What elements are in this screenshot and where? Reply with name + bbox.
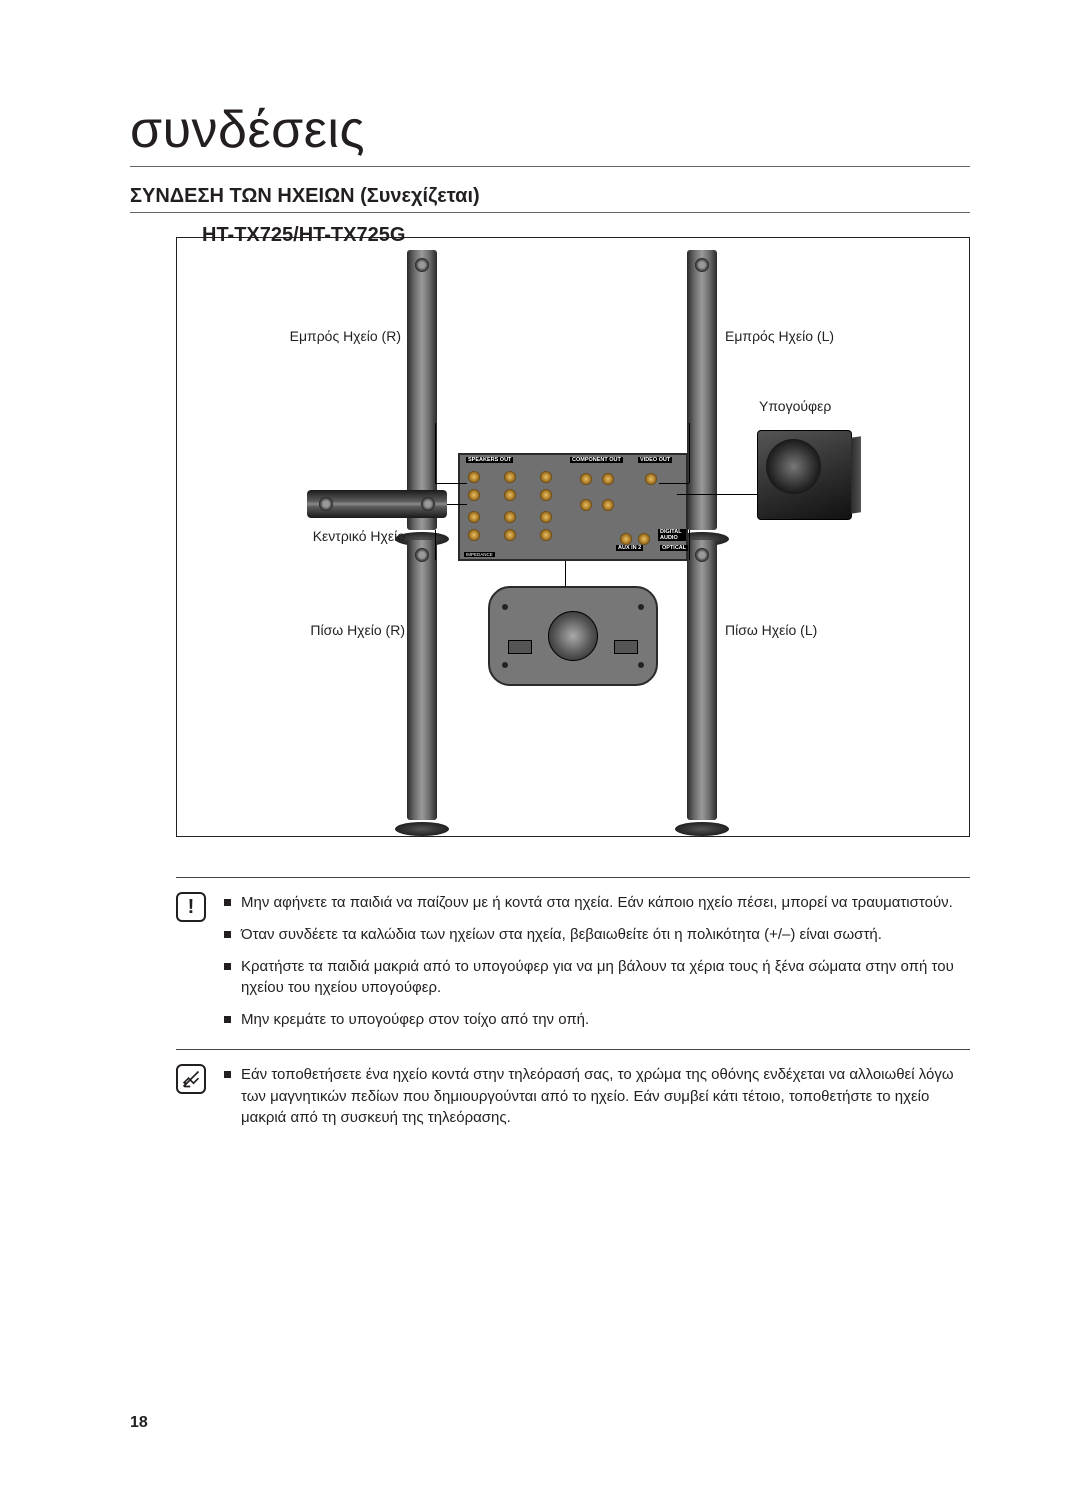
- section-title: ΣΥΝΔΕΣΗ ΤΩΝ ΗΧΕΙΩΝ (Συνεχίζεται): [130, 185, 970, 213]
- caution-item: Όταν συνδέετε τα καλώδια των ηχείων στα …: [224, 924, 970, 946]
- label-rear-l: Πίσω Ηχείο (L): [725, 622, 817, 638]
- note-icon: [176, 1064, 206, 1094]
- subwoofer-rear-panel: [488, 586, 658, 686]
- note-item: Εάν τοποθετήσετε ένα ηχείο κοντά στην τη…: [224, 1064, 970, 1129]
- caution-item: Μην αφήνετε τα παιδιά να παίζουν με ή κο…: [224, 892, 970, 914]
- panel-label-video-out: VIDEO OUT: [638, 457, 672, 463]
- page-number: 18: [130, 1414, 148, 1432]
- caution-item: Μην κρεμάτε το υπογούφερ στον τοίχο από …: [224, 1009, 970, 1031]
- note-block: Εάν τοποθετήσετε ένα ηχείο κοντά στην τη…: [176, 1049, 970, 1139]
- label-center: Κεντρικό Ηχείο: [295, 528, 405, 544]
- front-speaker-r: [407, 250, 437, 530]
- caution-block: ! Μην αφήνετε τα παιδιά να παίζουν με ή …: [176, 877, 970, 1041]
- subwoofer: [757, 430, 852, 520]
- label-front-l: Εμπρός Ηχείο (L): [725, 328, 834, 344]
- rear-speaker-r: [407, 540, 437, 820]
- label-front-r: Εμπρός Ηχείο (R): [281, 328, 401, 344]
- rear-speaker-l: [687, 540, 717, 820]
- panel-label-impedance: IMPEDANCE: [464, 552, 495, 557]
- note-list: Εάν τοποθετήσετε ένα ηχείο κοντά στην τη…: [224, 1064, 970, 1139]
- label-rear-r: Πίσω Ηχείο (R): [297, 622, 405, 638]
- caution-icon: !: [176, 892, 206, 922]
- panel-label-aux: AUX IN 2: [616, 545, 643, 551]
- page-title: συνδέσεις: [130, 100, 970, 167]
- caution-item: Κρατήστε τα παιδιά μακριά από το υπογούφ…: [224, 956, 970, 1000]
- label-subwoofer: Υπογούφερ: [759, 398, 831, 414]
- front-speaker-l: [687, 250, 717, 530]
- caution-list: Μην αφήνετε τα παιδιά να παίζουν με ή κο…: [224, 892, 970, 1041]
- panel-label-component-out: COMPONENT OUT: [570, 457, 623, 463]
- diagram-frame: SPEAKERS OUT COMPONENT OUT VIDEO OUT: [176, 237, 970, 837]
- receiver-back-panel: SPEAKERS OUT COMPONENT OUT VIDEO OUT: [458, 453, 688, 561]
- panel-label-optical: OPTICAL: [660, 545, 688, 551]
- panel-label-speakers-out: SPEAKERS OUT: [466, 457, 513, 463]
- center-speaker: [307, 490, 447, 518]
- panel-label-digital: DIGITAL AUDIO: [658, 529, 686, 541]
- speaker-connection-diagram: HT-TX725/HT-TX725G SPEAKERS OUT COMPONEN…: [176, 237, 970, 837]
